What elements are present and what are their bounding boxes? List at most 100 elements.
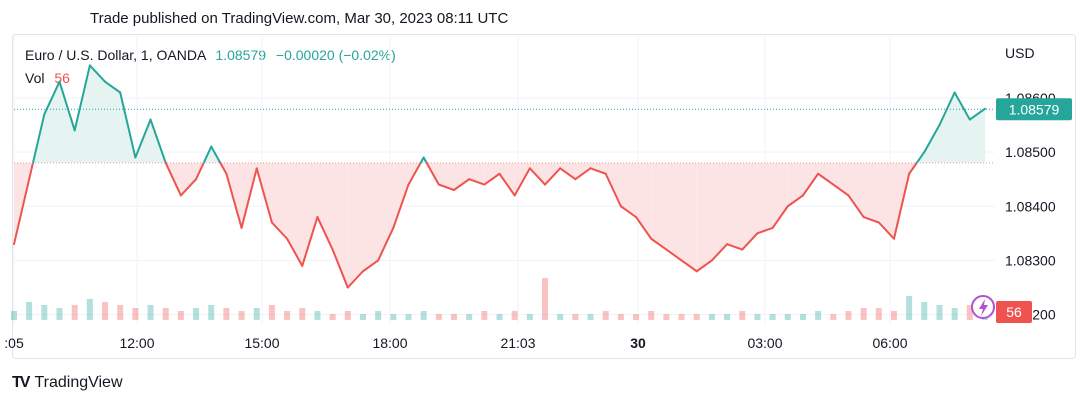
baseline-fill xyxy=(453,162,470,190)
volume-bar xyxy=(253,308,260,320)
x-tick-label: 06:00 xyxy=(872,335,907,351)
volume-bar xyxy=(208,305,215,320)
tradingview-logo-icon: TV xyxy=(12,374,31,391)
baseline-fill xyxy=(302,162,318,266)
baseline-fill xyxy=(742,162,758,250)
price-segment xyxy=(665,248,683,262)
y-tick-label: 1.08400 xyxy=(1005,198,1056,214)
price-segment xyxy=(771,205,789,229)
volume-bar xyxy=(405,314,412,320)
lightning-icon-bolt xyxy=(979,299,988,316)
volume-bar xyxy=(906,296,913,320)
price-segment xyxy=(832,183,850,197)
volume-bar xyxy=(56,308,63,320)
volume-legend[interactable]: Vol 56 xyxy=(25,70,70,86)
price-line xyxy=(13,64,995,289)
baseline-fill xyxy=(332,162,348,288)
baseline-fill xyxy=(59,81,75,163)
price-segment xyxy=(604,172,622,208)
volume-bar xyxy=(693,314,700,320)
volume-bar xyxy=(921,302,928,320)
price-segment xyxy=(923,124,941,154)
volume-bar xyxy=(678,314,685,320)
baseline-fill xyxy=(848,162,864,218)
x-tick-label: 03:00 xyxy=(747,335,782,351)
price-segment xyxy=(316,216,334,251)
price-segment xyxy=(361,259,380,273)
price-segment xyxy=(149,118,167,164)
volume-bars xyxy=(11,278,988,320)
baseline-fill xyxy=(787,162,803,207)
baseline-fill xyxy=(696,162,712,272)
volume-bar xyxy=(102,302,109,320)
price-segment xyxy=(452,178,471,191)
price-segment xyxy=(346,270,364,289)
volume-bar xyxy=(162,308,169,320)
volume-bar xyxy=(177,311,184,320)
price-change: −0.00020 (−0.02%) xyxy=(275,47,396,63)
price-segment xyxy=(968,107,986,121)
currency-label: USD xyxy=(1005,45,1035,61)
baseline-fill xyxy=(180,162,197,196)
symbol-legend[interactable]: Euro / U.S. Dollar, 1, OANDA 1.08579 −0.… xyxy=(25,47,396,63)
symbol-name: Euro / U.S. Dollar, 1, OANDA xyxy=(25,47,206,63)
chart-frame xyxy=(12,34,1076,359)
price-segment xyxy=(270,221,289,240)
baseline-fill xyxy=(393,162,409,228)
baseline-fill xyxy=(469,162,485,185)
price-segment xyxy=(240,167,258,229)
baseline-fill xyxy=(560,162,576,180)
price-segment xyxy=(202,145,213,164)
price-segment xyxy=(847,194,865,219)
price-segment xyxy=(862,216,880,224)
volume-bar xyxy=(633,314,640,320)
baseline-fill xyxy=(636,162,652,239)
volume-bar xyxy=(890,311,897,320)
volume-bar xyxy=(557,314,564,320)
price-segment xyxy=(498,172,516,197)
x-tick-label: 15:00 xyxy=(244,335,279,351)
tradingview-brand[interactable]: TV TradingView xyxy=(12,374,123,392)
baseline-fill xyxy=(802,162,819,196)
price-segment xyxy=(104,80,122,94)
price-segment xyxy=(179,178,198,197)
price-segment xyxy=(425,161,440,186)
baseline-fill xyxy=(681,162,697,272)
baseline-fill xyxy=(863,162,879,223)
volume-bar xyxy=(71,305,78,320)
baseline-fill xyxy=(651,162,667,250)
volume-label: Vol xyxy=(25,70,45,86)
x-tick-label: 18:00 xyxy=(372,335,407,351)
volume-bar xyxy=(936,305,943,320)
price-badge xyxy=(996,98,1072,121)
price-segment xyxy=(877,221,895,240)
volume-bar xyxy=(769,314,776,320)
published-header: Trade published on TradingView.com, Mar … xyxy=(90,10,509,27)
baseline-fill xyxy=(105,81,121,163)
brand-name: TradingView xyxy=(34,374,123,391)
volume-bar xyxy=(845,311,852,320)
price-segment xyxy=(392,183,410,229)
volume-bar xyxy=(359,314,366,320)
price-segment xyxy=(88,64,107,83)
price-segment xyxy=(73,64,91,132)
price-segment xyxy=(680,259,698,273)
time-axis: :05 12:00 15:00 18:00 21:03 30 03:00 06:00 xyxy=(4,335,907,351)
volume-bar xyxy=(26,302,33,320)
price-segment xyxy=(377,226,395,262)
volume-bar xyxy=(193,308,200,320)
price-segment xyxy=(801,172,820,197)
price-segment xyxy=(13,178,31,246)
volume-value: 56 xyxy=(54,70,70,86)
baseline-fill xyxy=(74,65,90,163)
baseline-fill xyxy=(954,92,970,163)
price-segment xyxy=(635,216,653,240)
volume-bar xyxy=(435,314,442,320)
baseline-fill xyxy=(362,162,379,272)
volume-bar xyxy=(238,311,245,320)
price-segment xyxy=(58,80,76,132)
price-segment xyxy=(710,243,729,262)
lightning-icon xyxy=(971,295,995,319)
volume-bar xyxy=(117,305,124,320)
